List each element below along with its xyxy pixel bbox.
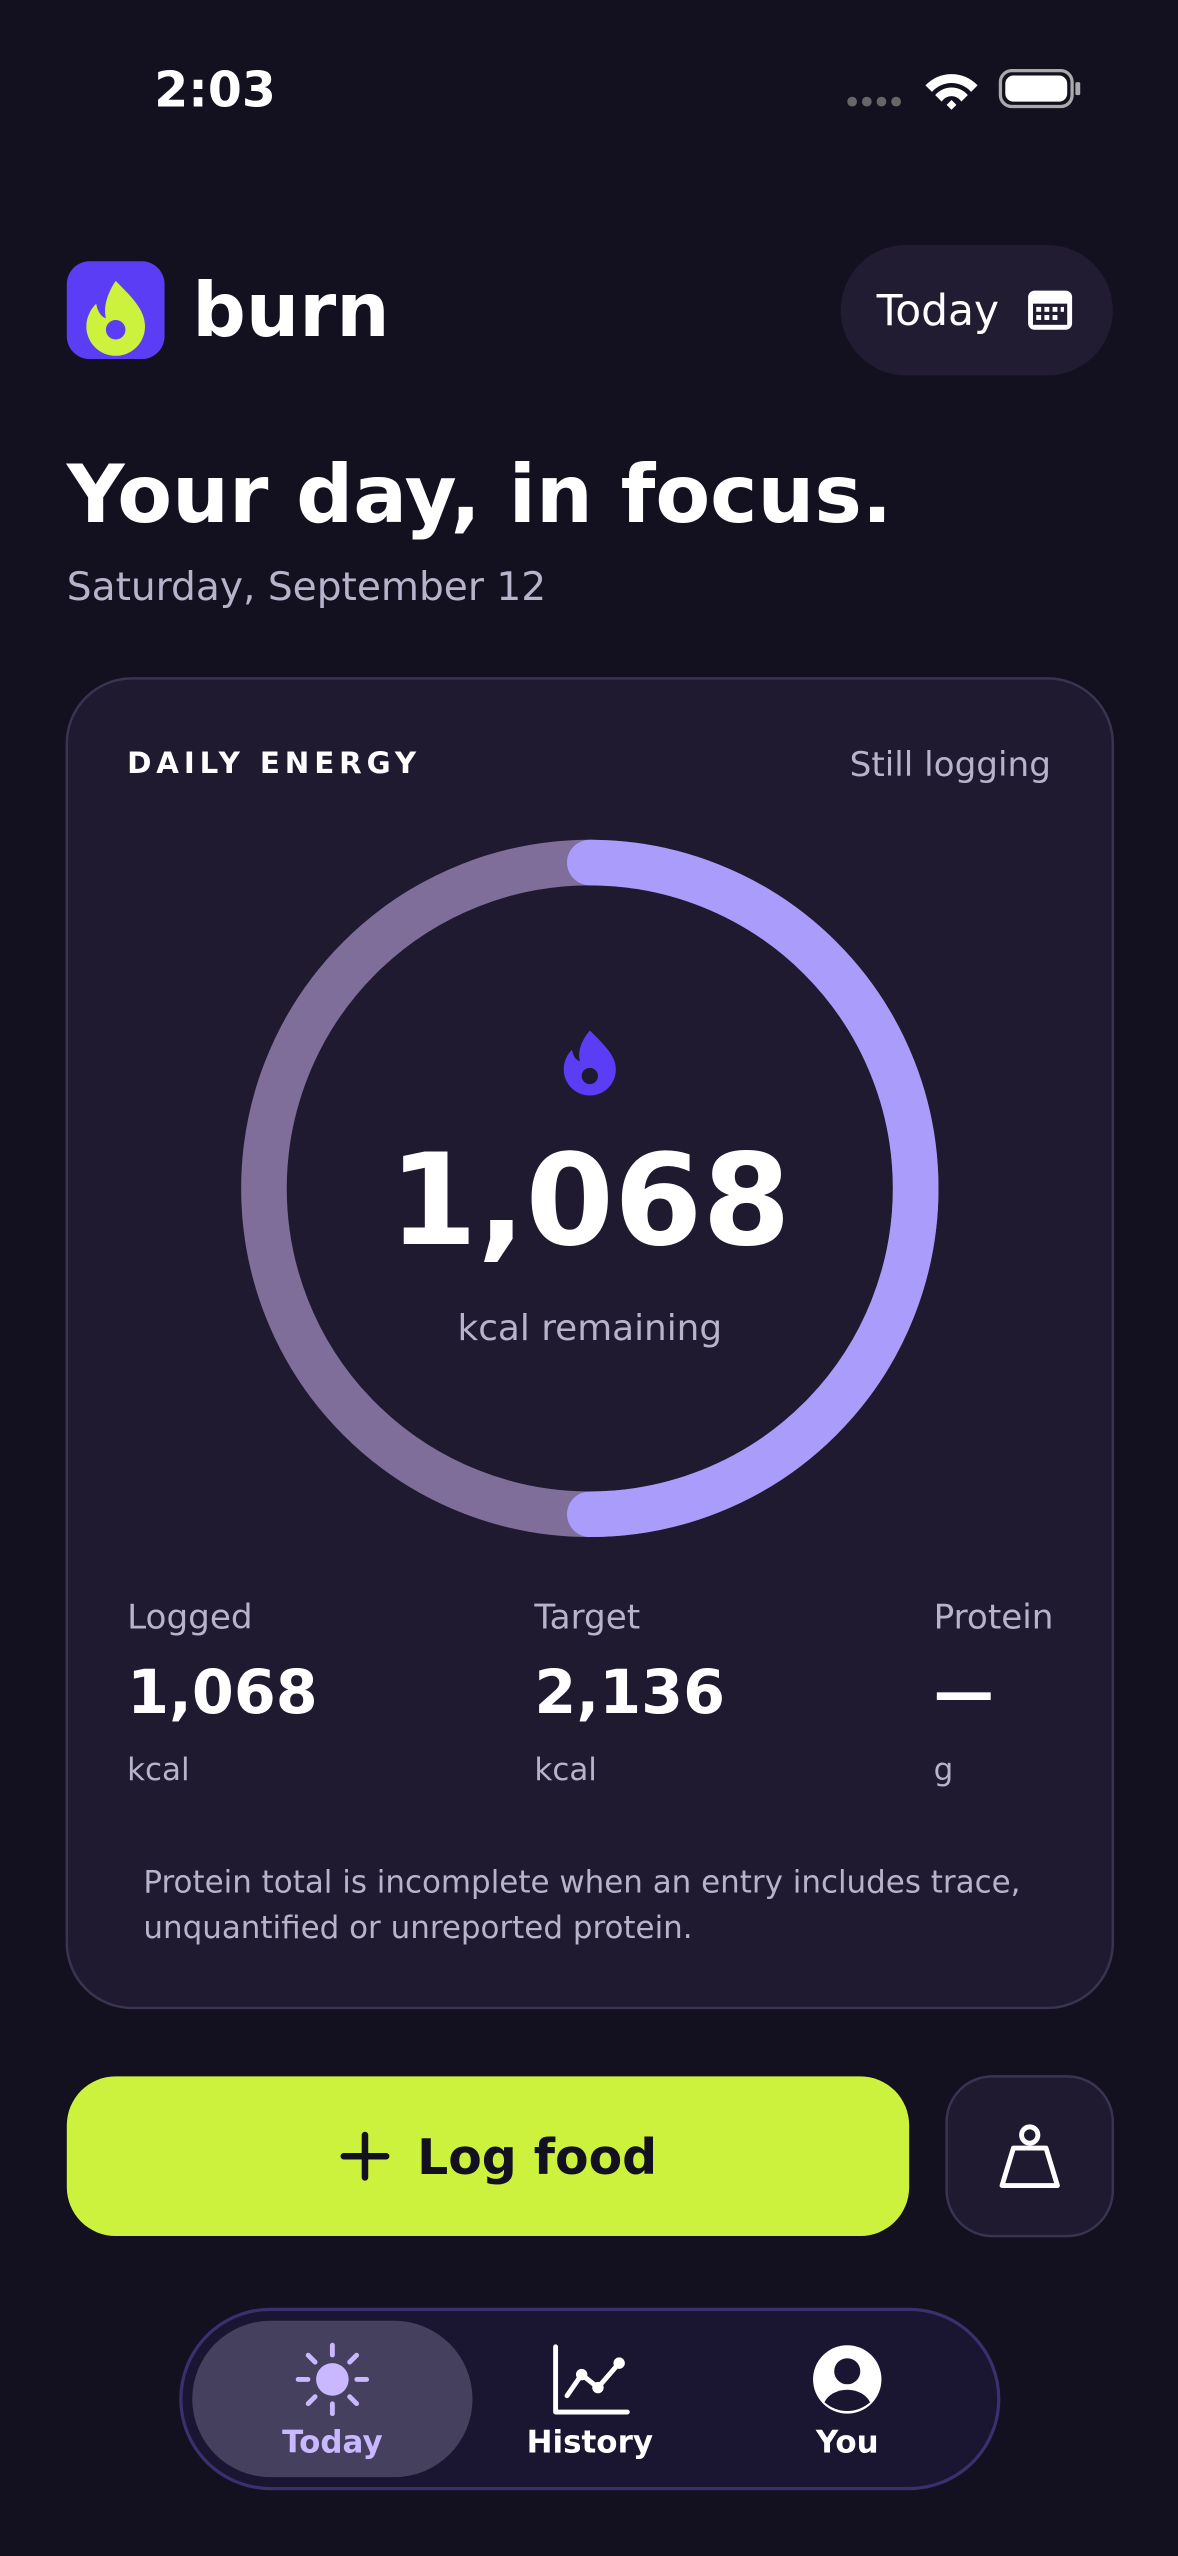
tab-label[interactable]: Today [282, 2425, 382, 2461]
remaining-label: kcal remaining [457, 1308, 722, 1349]
calendar-icon[interactable] [1028, 290, 1073, 330]
status-time: 2:03 [154, 62, 276, 119]
stat-value: 2,136 [534, 1658, 725, 1728]
log-food-button[interactable] [66, 2076, 910, 2237]
status-icons [847, 69, 1081, 110]
stat-unit: kcal [127, 1752, 189, 1788]
sun-ray[interactable] [347, 2394, 360, 2407]
ring-flame [563, 1030, 616, 1096]
card-note: Protein total is incomplete when an entr… [143, 1864, 1020, 1900]
sun-ray[interactable] [305, 2352, 318, 2365]
tab-icon[interactable] [553, 2344, 630, 2415]
page-title: Your day, in focus. [66, 448, 892, 541]
date-button[interactable] [840, 245, 1113, 376]
sun-ray[interactable] [305, 2394, 318, 2407]
stat-value: 1,068 [127, 1658, 318, 1728]
chart-dot[interactable] [613, 2357, 625, 2369]
page-date: Saturday, September 12 [67, 565, 546, 610]
sun-icon[interactable] [316, 2363, 349, 2396]
tab-icon[interactable] [813, 2345, 882, 2414]
ring-progress [567, 839, 939, 1538]
chart-icon[interactable] [553, 2344, 630, 2415]
card-label: DAILY ENERGY [127, 746, 421, 780]
stat-value: — [934, 1658, 994, 1728]
sun-ray[interactable] [347, 2352, 360, 2365]
user-head[interactable] [834, 2358, 861, 2385]
card-status: Still logging [850, 745, 1051, 785]
tab-label[interactable]: You [815, 2425, 879, 2461]
chart-dot[interactable] [592, 2381, 604, 2394]
stat-unit: g [934, 1752, 954, 1788]
remaining-value: 1,068 [389, 1126, 791, 1274]
tab-icon[interactable] [295, 2342, 370, 2417]
app-name: burn [192, 266, 389, 354]
ring-flame-core [581, 1067, 598, 1085]
user-body[interactable] [824, 2389, 871, 2411]
weigh-button[interactable] [945, 2075, 1115, 2238]
stat-label: Logged [127, 1597, 253, 1637]
stat-label: Target [533, 1597, 640, 1637]
tab-active-bg[interactable] [192, 2320, 473, 2478]
logo-flame-core [105, 319, 126, 340]
stat-unit: kcal [534, 1752, 596, 1788]
card-note: unquantified or unreported protein. [143, 1910, 692, 1946]
plus-icon[interactable] [340, 2131, 390, 2181]
stat-label: Protein [934, 1597, 1054, 1637]
chart-dot[interactable] [575, 2368, 588, 2381]
date-button-label[interactable]: Today [876, 286, 1000, 335]
weight-icon[interactable] [999, 2124, 1060, 2188]
log-food-label[interactable]: Log food [417, 2129, 657, 2186]
logo-flame [86, 280, 146, 356]
tab-label[interactable]: History [527, 2425, 653, 2461]
